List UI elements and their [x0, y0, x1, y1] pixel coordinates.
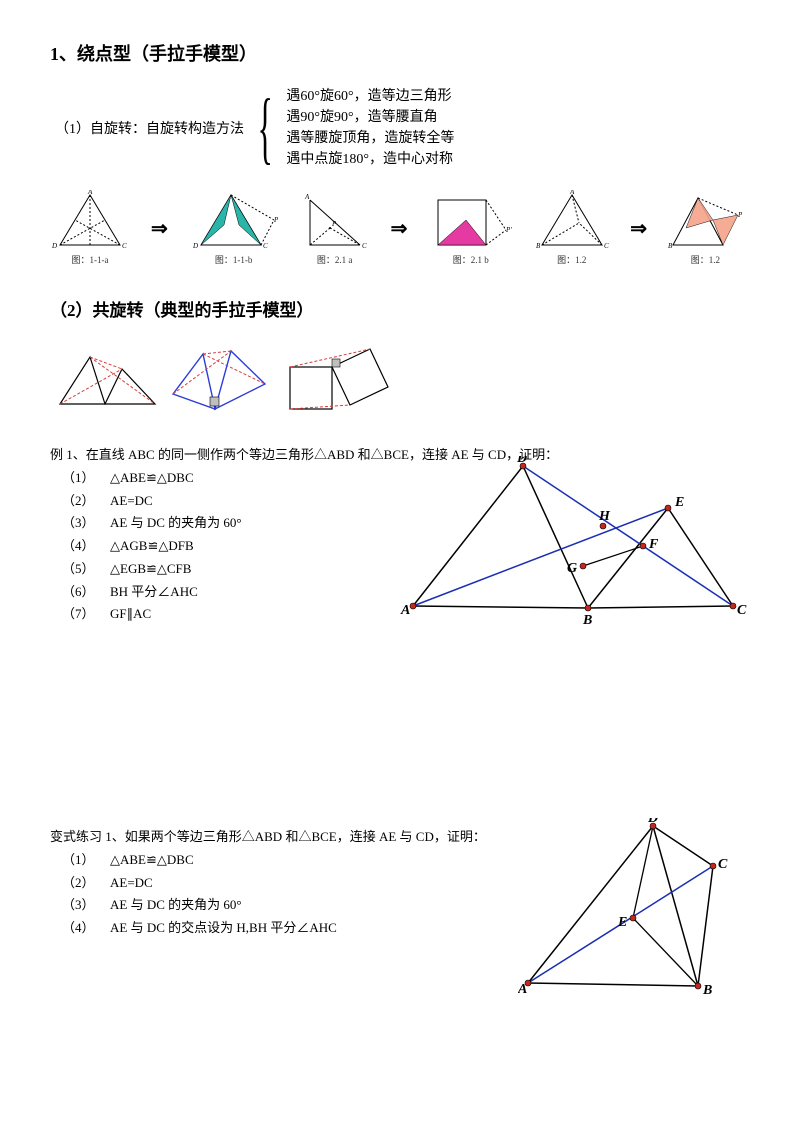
diagram-3a: B C A 图：1.2	[534, 190, 609, 266]
svg-text:B: B	[702, 983, 712, 998]
page-title: 1、绕点型（手拉手模型）	[50, 40, 743, 66]
method-label: （1）自旋转：自旋转构造方法	[55, 118, 244, 138]
svg-text:B: B	[582, 613, 592, 628]
svg-text:H: H	[598, 509, 611, 524]
svg-text:A: A	[518, 982, 527, 997]
svg-text:E: E	[674, 495, 684, 510]
thumb-row	[50, 339, 743, 419]
rule-item: 遇90°旋90°，造等腰直角	[286, 107, 454, 128]
diagram-1b: D C P' 图：1-1-b	[189, 190, 279, 266]
diagram-caption: 图：2.1 a	[317, 253, 353, 266]
thumb-1	[50, 339, 165, 414]
rule-item: 遇60°旋60°，造等边三角形	[286, 86, 454, 107]
variant-1: 变式练习 1、如果两个等边三角形△ABD 和△BCE，连接 AE 与 CD，证明…	[50, 826, 743, 940]
svg-text:D: D	[51, 242, 57, 250]
rule-item: 遇中点旋180°，造中心对称	[286, 149, 454, 170]
diagram-3b: B P' 图：1.2	[668, 190, 743, 266]
diagram-2a: P A C 图：2.1 a	[300, 190, 370, 266]
method-list: 遇60°旋60°，造等边三角形 遇90°旋90°，造等腰直角 遇等腰旋顶角，造旋…	[286, 86, 454, 170]
brace-icon: {	[258, 88, 273, 168]
thumb-3	[280, 339, 400, 417]
rule-item: 遇等腰旋顶角，造旋转全等	[286, 128, 454, 149]
svg-text:P: P	[331, 220, 337, 228]
example-1: 例 1、在直线 ABC 的同一侧作两个等边三角形△ABD 和△BCE，连接 AE…	[50, 444, 743, 626]
diagram-1a: D C A 图：1-1-a	[50, 190, 130, 266]
diagram-2b: P' 图：2.1 b	[428, 190, 513, 266]
diagram-caption: 图：2.1 b	[453, 253, 489, 266]
svg-text:B: B	[668, 242, 673, 250]
svg-text:C: C	[718, 857, 728, 872]
arrow-icon: ⇒	[630, 216, 647, 241]
svg-text:C: C	[604, 242, 609, 250]
diagram-caption: 图：1.2	[691, 253, 720, 266]
svg-text:B: B	[536, 242, 541, 250]
svg-text:P': P'	[273, 216, 279, 224]
arrow-icon: ⇒	[151, 216, 168, 241]
svg-text:A: A	[569, 190, 575, 196]
svg-text:C: C	[362, 242, 367, 250]
method-block: （1）自旋转：自旋转构造方法 { 遇60°旋60°，造等边三角形 遇90°旋90…	[55, 86, 743, 170]
svg-text:C: C	[263, 242, 268, 250]
svg-text:P': P'	[737, 211, 743, 219]
arrow-icon: ⇒	[391, 216, 408, 241]
svg-text:A: A	[87, 190, 93, 196]
svg-text:C: C	[122, 242, 127, 250]
svg-text:D: D	[192, 242, 198, 250]
thumb-2	[165, 339, 280, 419]
svg-text:G: G	[567, 561, 577, 576]
diagram-caption: 图：1-1-b	[215, 253, 253, 266]
svg-text:D: D	[516, 456, 527, 466]
svg-text:A: A	[400, 603, 410, 618]
svg-text:P': P'	[505, 226, 512, 234]
diagram-caption: 图：1.2	[557, 253, 586, 266]
svg-text:E: E	[617, 915, 627, 930]
section2-title: （2）共旋转（典型的手拉手模型）	[50, 296, 743, 321]
svg-text:A: A	[304, 193, 310, 201]
diagram-caption: 图：1-1-a	[72, 253, 109, 266]
variant1-figure: A B D C E	[518, 818, 733, 1003]
svg-text:C: C	[737, 603, 747, 618]
svg-text:D: D	[647, 818, 658, 826]
diagram-row: DCA 图：1-1-a ⇒ DCP' 图：1-1-b P AC 图：2.1 a …	[50, 190, 743, 266]
example1-figure: A B C D E H F G	[393, 456, 753, 631]
svg-text:F: F	[648, 537, 659, 552]
